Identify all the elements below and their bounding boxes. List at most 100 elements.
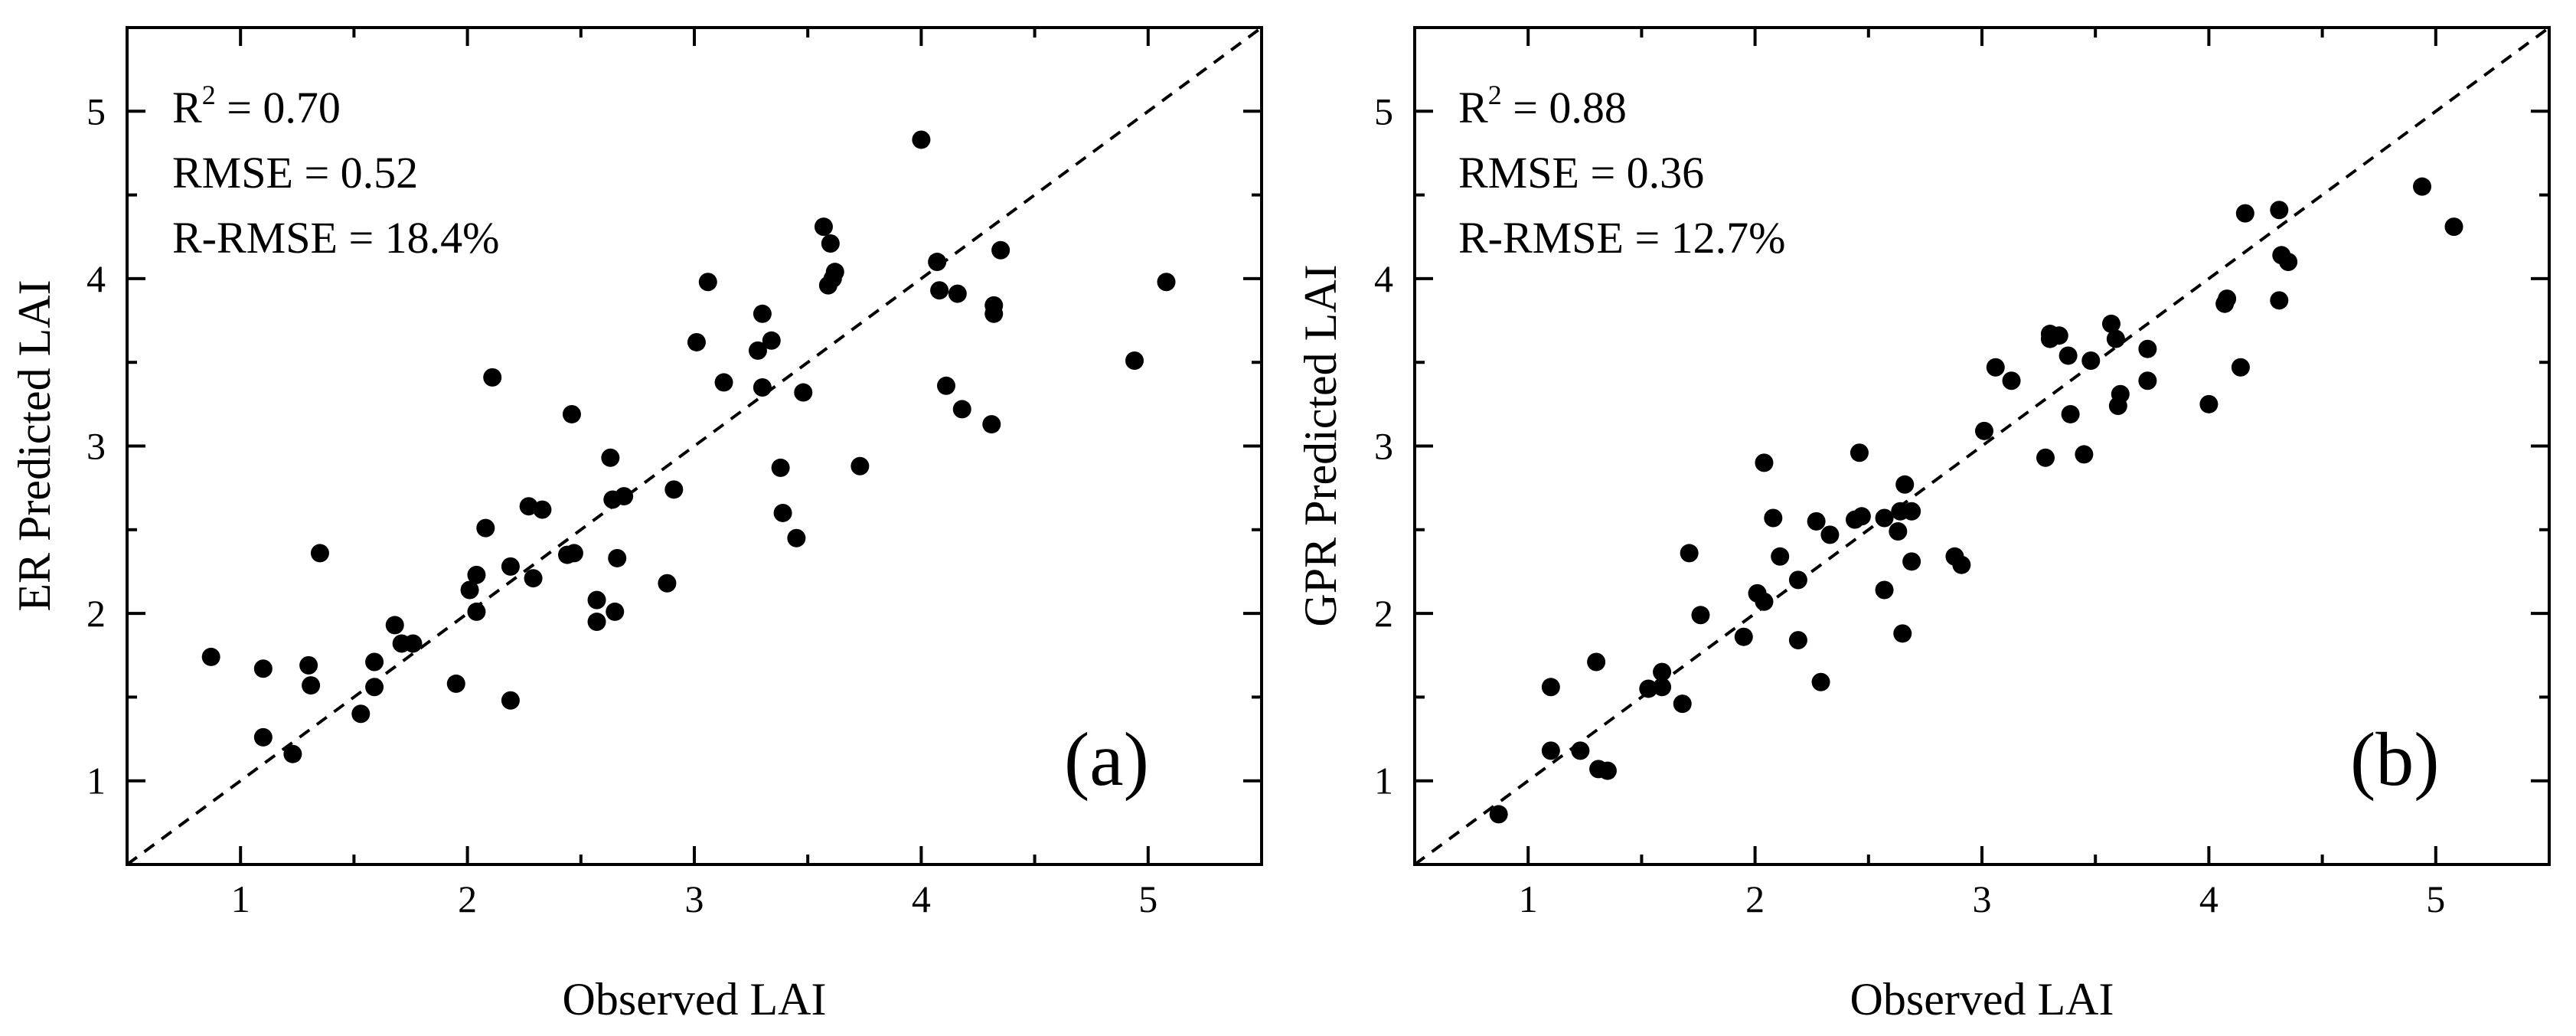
y-tick-label-b: 2: [1374, 592, 1393, 635]
data-point-a: [283, 744, 302, 763]
data-point-a: [533, 500, 552, 519]
data-point-a: [253, 727, 273, 747]
data-point-b: [1771, 547, 1790, 566]
x-tick-label-b: 4: [2199, 877, 2218, 920]
y-tick-label-a: 2: [87, 592, 106, 635]
x-tick-label-a: 3: [685, 877, 704, 920]
x-tick-label-a: 5: [1138, 877, 1157, 920]
data-point-a: [748, 341, 767, 360]
data-point-a: [385, 616, 404, 635]
x-tick-label-b: 5: [2426, 877, 2445, 920]
data-point-b: [1755, 592, 1774, 611]
data-point-a: [253, 659, 273, 678]
x-tick-label-b: 3: [1973, 877, 1992, 920]
data-point-b: [1820, 525, 1840, 544]
data-point-b: [1639, 679, 1658, 698]
data-point-b: [1852, 507, 1871, 526]
data-point-b: [2413, 177, 2432, 196]
r-squared-label-a: R2 = 0.70: [172, 80, 341, 132]
data-point-a: [714, 373, 733, 392]
data-point-b: [1788, 570, 1807, 590]
data-point-a: [825, 263, 844, 282]
data-point-a: [937, 376, 956, 395]
data-point-b: [2106, 329, 2125, 348]
data-point-a: [952, 400, 971, 419]
data-point-b: [2101, 314, 2121, 333]
data-point-b: [1541, 741, 1560, 760]
data-point-a: [524, 569, 543, 588]
x-tick-label-a: 4: [912, 877, 931, 920]
data-point-b: [2270, 201, 2289, 220]
x-tick-label-a: 1: [231, 877, 250, 920]
data-point-b: [1587, 652, 1606, 672]
data-point-a: [773, 503, 792, 522]
data-point-b: [1489, 805, 1508, 824]
y-tick-label-a: 5: [87, 90, 106, 132]
y-tick-label-b: 3: [1374, 425, 1393, 468]
data-point-a: [762, 331, 781, 350]
data-point-a: [310, 544, 329, 563]
data-point-a: [467, 565, 486, 584]
data-point-b: [1850, 443, 1869, 462]
panel-label-b: (b): [2350, 717, 2440, 802]
data-point-b: [1875, 508, 1894, 528]
data-point-b: [2081, 351, 2101, 371]
data-points-b: [1489, 177, 2463, 824]
data-point-b: [2218, 289, 2237, 309]
data-point-b: [2231, 358, 2250, 377]
data-point-a: [1157, 273, 1176, 292]
data-point-b: [1902, 502, 1921, 521]
data-point-a: [851, 456, 870, 476]
data-point-a: [794, 383, 813, 402]
data-point-b: [1598, 761, 1617, 780]
data-point-b: [2061, 404, 2080, 423]
data-point-b: [1571, 741, 1590, 760]
x-tick-label-b: 1: [1519, 877, 1538, 920]
data-point-b: [1889, 521, 1908, 541]
rmse-label-b: RMSE = 0.36: [1458, 148, 1704, 198]
panel-label-a: (a): [1064, 717, 1149, 802]
data-point-b: [2444, 217, 2463, 237]
data-point-b: [2138, 371, 2157, 391]
data-point-b: [1734, 627, 1753, 646]
data-point-b: [2279, 253, 2298, 272]
data-point-a: [302, 676, 321, 695]
data-point-a: [821, 234, 840, 253]
data-point-b: [2235, 204, 2254, 223]
data-point-b: [1974, 421, 1993, 440]
data-point-a: [664, 480, 684, 499]
data-point-b: [1764, 508, 1783, 528]
data-point-b: [1952, 555, 1971, 574]
data-point-a: [351, 704, 371, 724]
data-point-b: [2138, 339, 2157, 358]
data-point-b: [1811, 672, 1830, 691]
y-tick-label-b: 1: [1374, 760, 1393, 802]
y-tick-label-b: 4: [1374, 257, 1393, 300]
data-point-a: [608, 548, 627, 567]
data-point-a: [446, 674, 465, 693]
data-point-a: [501, 691, 520, 710]
data-point-a: [1125, 351, 1144, 371]
axis-ticks-a: [127, 28, 1262, 864]
data-point-b: [1653, 678, 1672, 697]
data-point-a: [615, 487, 634, 506]
rrmse-label-b: R-RMSE = 12.7%: [1458, 213, 1785, 263]
data-point-b: [2199, 394, 2218, 413]
data-point-a: [606, 602, 625, 621]
data-point-a: [982, 415, 1001, 434]
data-point-b: [1691, 606, 1710, 625]
data-point-a: [912, 130, 931, 149]
data-point-b: [1541, 678, 1560, 697]
tick-labels-b: 1 2 3 4 5 1 2 3 4 5: [1374, 90, 2445, 920]
rmse-label-a: RMSE = 0.52: [172, 148, 418, 198]
data-point-b: [2075, 445, 2094, 464]
data-point-a: [814, 217, 833, 237]
x-tick-label-a: 2: [458, 877, 477, 920]
data-point-a: [467, 602, 486, 621]
data-point-b: [1673, 694, 1692, 714]
x-axis-label-a: Observed LAI: [563, 974, 827, 1025]
data-point-a: [587, 613, 606, 632]
data-point-a: [460, 580, 479, 600]
data-point-a: [365, 678, 384, 697]
